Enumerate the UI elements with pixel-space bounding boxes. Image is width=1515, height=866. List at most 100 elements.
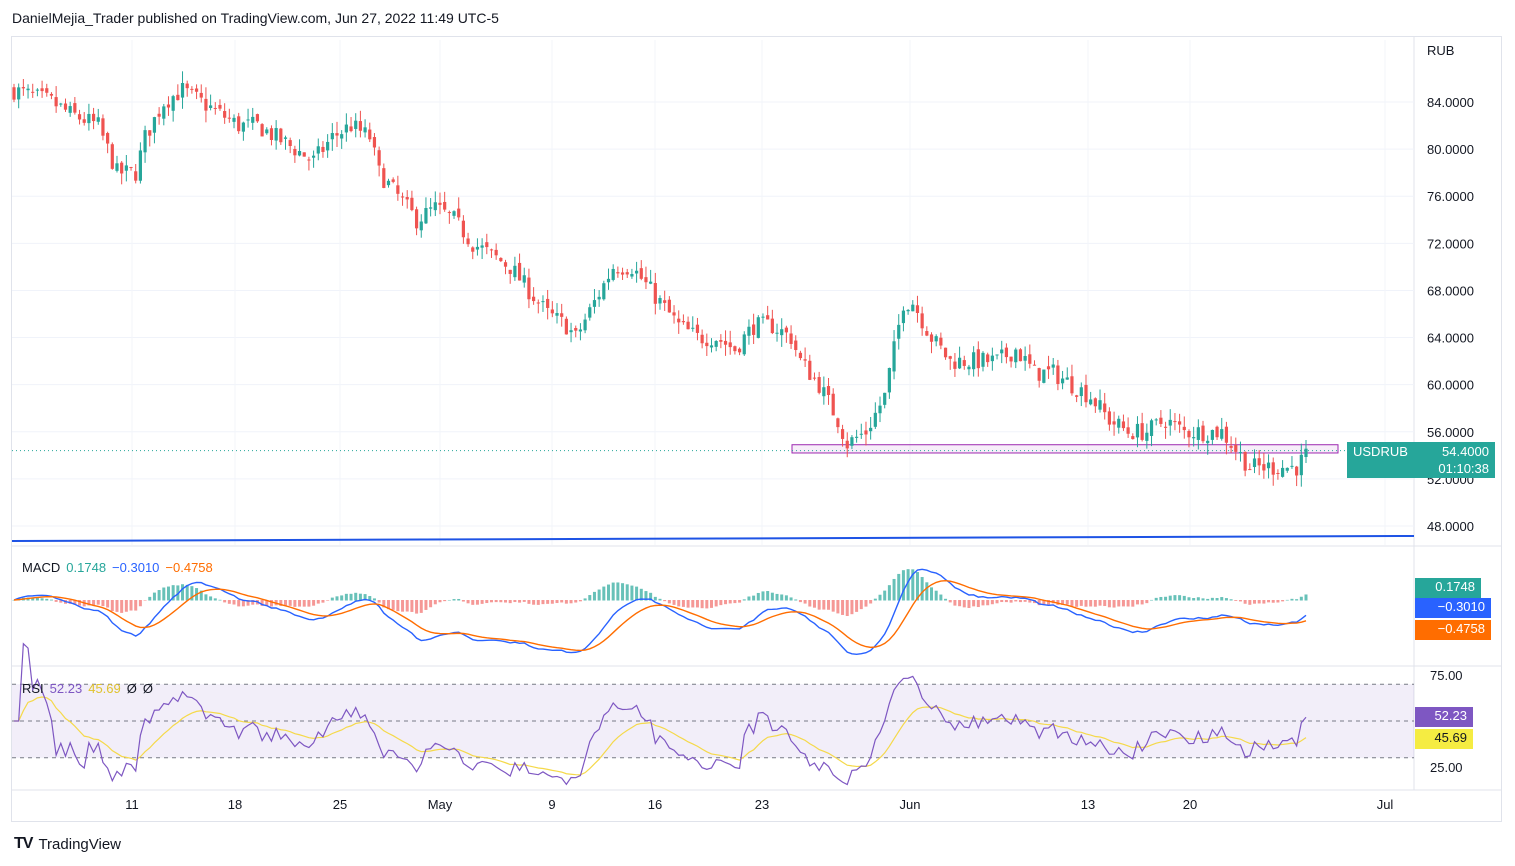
candle-body <box>391 179 395 182</box>
candle-body <box>990 355 994 362</box>
macd-hist-bar <box>695 600 699 608</box>
macd-hist-bar <box>560 600 564 603</box>
candle-body <box>822 387 826 397</box>
candle-body <box>1126 427 1130 434</box>
candle-body <box>728 342 732 348</box>
candle-body <box>1238 452 1243 454</box>
candle-body <box>1028 354 1032 364</box>
candle-body <box>260 124 264 137</box>
macd-hist-bar <box>1103 600 1107 607</box>
candle-body <box>157 113 161 117</box>
macd-hist-bar <box>87 600 91 606</box>
macd-signal-value: −0.4758 <box>165 560 213 575</box>
macd-hist-bar <box>138 600 142 607</box>
candle-body <box>77 114 82 120</box>
macd-hist-bar <box>948 600 952 603</box>
macd-hist-bar <box>148 596 152 601</box>
candle-body <box>269 128 274 141</box>
macd-hist-bar <box>555 600 559 604</box>
candle-body <box>709 345 714 348</box>
macd-hist-bar <box>578 600 582 602</box>
candle-body <box>723 340 728 345</box>
candle-body <box>246 119 250 121</box>
macd-hist-bar <box>358 593 362 601</box>
macd-hist-bar <box>508 600 512 604</box>
macd-hist-bar <box>396 600 400 612</box>
macd-hist-bar <box>466 600 470 604</box>
candle-body <box>864 430 868 435</box>
macd-hist-bar <box>382 600 386 608</box>
candle-body <box>686 321 690 330</box>
macd-hist-bar <box>415 600 419 614</box>
candle-body <box>101 118 105 136</box>
candle-body <box>475 246 480 250</box>
macd-hist-bar <box>855 600 859 612</box>
macd-hist-bar <box>410 600 414 612</box>
macd-hist-value: 0.1748 <box>66 560 107 575</box>
macd-hist-bar <box>279 600 283 606</box>
candle-body <box>1280 467 1285 477</box>
candle-body <box>1018 349 1023 362</box>
rsi-extra-2: Ø <box>142 681 154 696</box>
candle-body <box>929 334 934 342</box>
macd-hist-bar <box>265 600 269 606</box>
candle-body <box>1070 376 1074 394</box>
macd-hist-bar <box>424 600 428 610</box>
macd-hist-bar <box>958 600 962 607</box>
macd-hist-bar <box>878 594 882 601</box>
candle-body <box>873 412 877 427</box>
candle-body <box>934 336 938 342</box>
macd-hist-bar <box>972 600 976 607</box>
macd-hist-bar <box>1032 600 1036 604</box>
macd-hist-bar <box>724 600 728 605</box>
candle-body <box>1093 398 1097 407</box>
candle-body <box>574 327 578 331</box>
candle-body <box>1234 445 1238 452</box>
macd-hist-bar <box>1075 600 1079 607</box>
candle-body <box>1266 462 1271 469</box>
macd-hist-bar <box>607 584 611 601</box>
macd-hist-bar <box>1243 600 1247 604</box>
macd-hist-bar <box>728 600 732 604</box>
candle-body <box>199 92 203 98</box>
macd-hist-bar <box>1065 600 1069 605</box>
candle-body <box>569 330 573 333</box>
macd-hist-bar <box>611 582 615 601</box>
macd-hist-bar <box>96 600 100 605</box>
candle-body <box>223 111 227 118</box>
candle-body <box>274 128 278 141</box>
macd-hist-tag: 0.1748 <box>1415 578 1481 598</box>
candle-body <box>1140 423 1144 440</box>
macd-hist-bar <box>45 598 49 601</box>
candle-body <box>1079 387 1083 397</box>
macd-hist-bar <box>691 600 695 608</box>
rsi-tick-label: 75.00 <box>1430 668 1463 683</box>
macd-hist-bar <box>293 600 297 607</box>
macd-hist-bar <box>209 596 213 601</box>
macd-hist-bar <box>335 596 339 601</box>
candle-body <box>634 270 639 274</box>
macd-hist-bar <box>592 591 596 601</box>
candle-body <box>59 103 63 105</box>
candle-body <box>293 148 297 156</box>
candle-body <box>1224 426 1229 443</box>
candle-body <box>508 269 512 274</box>
macd-hist-bar <box>457 598 461 601</box>
candle-body <box>733 346 737 352</box>
candle-body <box>26 88 30 91</box>
candle-body <box>527 277 531 300</box>
candle-body <box>129 167 133 169</box>
macd-hist-bar <box>499 600 503 603</box>
candle-body <box>766 315 770 320</box>
candle-body <box>414 209 419 229</box>
macd-hist-bar <box>260 600 264 606</box>
macd-hist-bar <box>471 600 475 605</box>
candle-body <box>597 296 601 300</box>
candle-body <box>630 274 634 277</box>
macd-hist-bar <box>742 599 746 601</box>
macd-hist-bar <box>869 600 873 604</box>
macd-hist-bar <box>827 600 831 610</box>
macd-hist-bar <box>564 600 568 604</box>
support-zone <box>791 444 1339 454</box>
